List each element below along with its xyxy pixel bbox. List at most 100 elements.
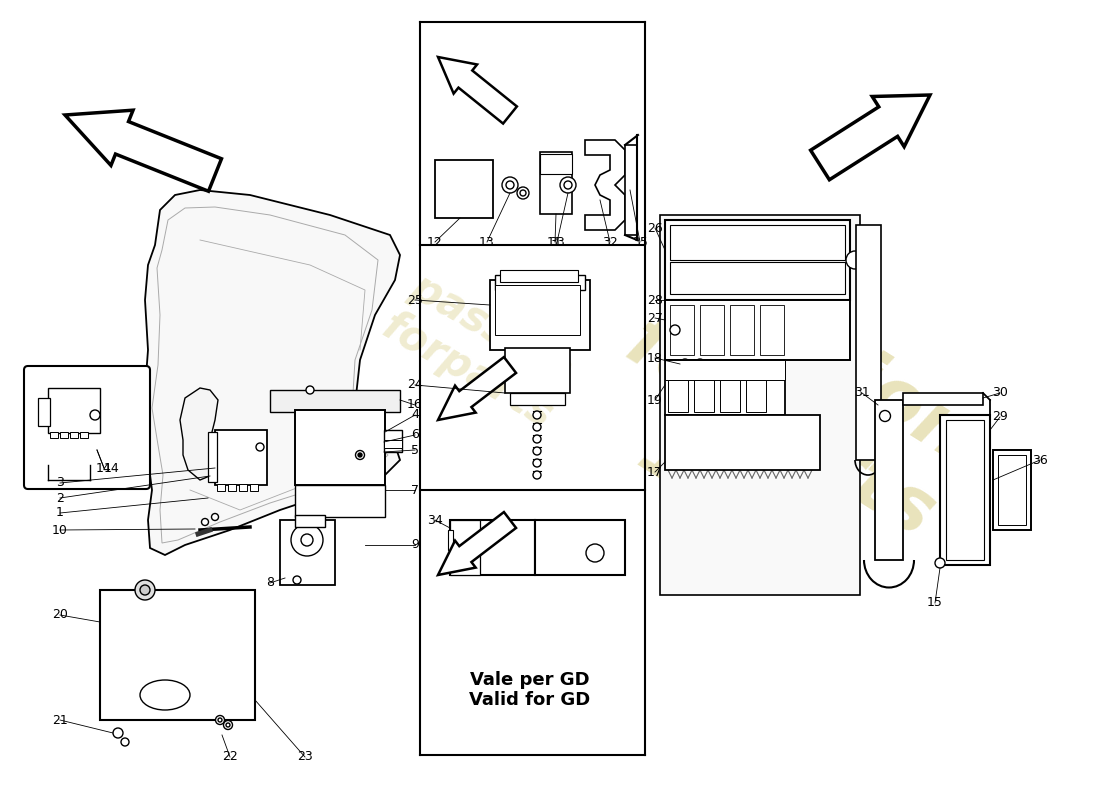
Bar bbox=[856, 225, 881, 460]
Text: passion
forparts: passion forparts bbox=[375, 263, 585, 437]
Circle shape bbox=[534, 411, 541, 419]
Circle shape bbox=[935, 558, 945, 568]
Circle shape bbox=[301, 534, 314, 546]
Text: 22: 22 bbox=[222, 750, 238, 763]
Circle shape bbox=[223, 721, 232, 730]
Polygon shape bbox=[438, 57, 517, 123]
Text: 13: 13 bbox=[480, 235, 495, 249]
Bar bbox=[505, 348, 570, 393]
Bar bbox=[670, 262, 845, 294]
Circle shape bbox=[586, 544, 604, 562]
Bar bbox=[666, 415, 820, 470]
Text: 30: 30 bbox=[992, 386, 1008, 399]
Bar bbox=[874, 400, 903, 560]
Circle shape bbox=[695, 359, 705, 369]
Text: 21: 21 bbox=[52, 714, 68, 726]
Text: 8: 8 bbox=[266, 577, 274, 590]
Circle shape bbox=[564, 181, 572, 189]
Bar bbox=[540, 154, 572, 174]
Text: 4: 4 bbox=[411, 409, 419, 422]
Text: 31: 31 bbox=[854, 386, 870, 399]
Circle shape bbox=[293, 576, 301, 584]
Bar bbox=[540, 152, 572, 214]
Bar bbox=[208, 432, 217, 482]
Bar bbox=[490, 280, 590, 350]
Circle shape bbox=[113, 728, 123, 738]
Bar bbox=[670, 305, 694, 355]
Bar bbox=[500, 270, 578, 282]
Bar bbox=[228, 484, 236, 491]
Bar bbox=[903, 393, 983, 405]
Text: 28: 28 bbox=[647, 294, 663, 306]
Text: 1: 1 bbox=[56, 506, 64, 519]
Text: 6: 6 bbox=[411, 429, 419, 442]
Text: 17: 17 bbox=[647, 466, 663, 478]
Bar bbox=[746, 380, 766, 412]
Circle shape bbox=[90, 410, 100, 420]
Text: 35: 35 bbox=[632, 235, 648, 249]
Bar bbox=[450, 520, 535, 575]
Text: 5: 5 bbox=[411, 443, 419, 457]
Bar bbox=[450, 520, 480, 575]
Polygon shape bbox=[65, 110, 221, 191]
Bar bbox=[239, 484, 248, 491]
Bar bbox=[217, 484, 226, 491]
Circle shape bbox=[534, 471, 541, 479]
Text: 9: 9 bbox=[411, 538, 419, 551]
Polygon shape bbox=[180, 388, 218, 480]
Bar bbox=[48, 388, 100, 433]
Text: 16: 16 bbox=[407, 398, 422, 411]
Text: Vale per GD
Valid for GD: Vale per GD Valid for GD bbox=[470, 670, 591, 710]
Bar bbox=[760, 305, 784, 355]
Bar bbox=[730, 305, 754, 355]
Text: 19: 19 bbox=[647, 394, 663, 406]
Bar bbox=[448, 530, 453, 550]
Bar bbox=[940, 415, 990, 565]
Bar bbox=[720, 380, 740, 412]
Bar bbox=[495, 285, 580, 335]
Bar bbox=[295, 485, 385, 517]
Bar bbox=[214, 430, 267, 485]
Text: 11: 11 bbox=[547, 235, 563, 249]
Circle shape bbox=[880, 410, 891, 422]
Circle shape bbox=[502, 177, 518, 193]
Polygon shape bbox=[140, 190, 400, 555]
Text: 27: 27 bbox=[647, 311, 663, 325]
Bar bbox=[280, 520, 336, 585]
Circle shape bbox=[358, 453, 362, 457]
Circle shape bbox=[216, 715, 224, 725]
Bar bbox=[625, 145, 637, 235]
Circle shape bbox=[218, 718, 222, 722]
Bar bbox=[535, 520, 625, 575]
Text: 32: 32 bbox=[602, 235, 618, 249]
Bar bbox=[70, 432, 78, 438]
Bar bbox=[946, 420, 984, 560]
Bar bbox=[668, 380, 688, 412]
Text: 14: 14 bbox=[96, 462, 112, 474]
Bar bbox=[670, 225, 845, 260]
Bar bbox=[666, 300, 850, 360]
Bar bbox=[666, 360, 785, 380]
Bar bbox=[50, 432, 58, 438]
Bar bbox=[666, 360, 785, 415]
Text: 15: 15 bbox=[927, 597, 943, 610]
Polygon shape bbox=[811, 95, 929, 180]
Polygon shape bbox=[438, 512, 516, 575]
Text: 2: 2 bbox=[56, 491, 64, 505]
Circle shape bbox=[534, 459, 541, 467]
Circle shape bbox=[670, 325, 680, 335]
Circle shape bbox=[680, 359, 690, 369]
Circle shape bbox=[534, 435, 541, 443]
Circle shape bbox=[355, 450, 364, 459]
Text: 18: 18 bbox=[647, 351, 663, 365]
Text: 36: 36 bbox=[1032, 454, 1048, 466]
Circle shape bbox=[226, 723, 230, 727]
Text: 3: 3 bbox=[56, 477, 64, 490]
Circle shape bbox=[306, 386, 313, 394]
Bar bbox=[700, 305, 724, 355]
Text: 24: 24 bbox=[407, 378, 422, 391]
Bar bbox=[270, 390, 400, 412]
Circle shape bbox=[292, 524, 323, 556]
Text: 34: 34 bbox=[427, 514, 443, 526]
Bar bbox=[993, 450, 1031, 530]
